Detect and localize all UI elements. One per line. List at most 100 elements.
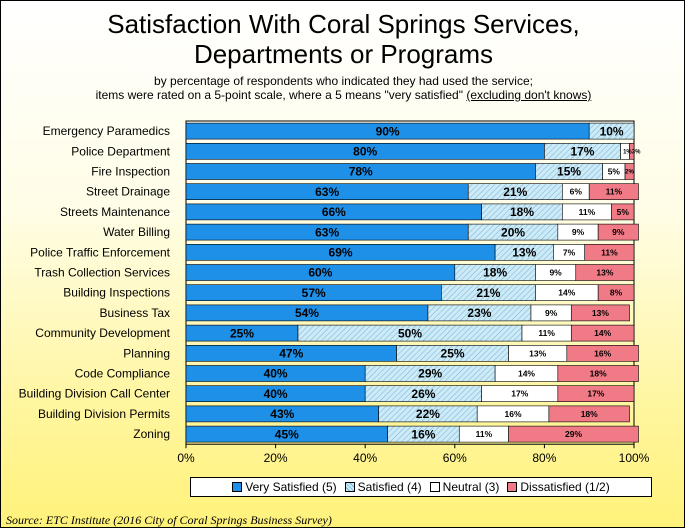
bar-segment: [588, 183, 639, 200]
chart-legend: Very Satisfied (5) Satisfied (4) Neutral (…: [190, 477, 652, 497]
x-tick-label: 80%: [532, 451, 556, 465]
data-label: 9%: [545, 308, 558, 318]
data-label: 66%: [322, 205, 346, 219]
data-label: 80%: [353, 145, 377, 159]
data-label: 2%: [625, 170, 634, 176]
data-label: 18%: [581, 409, 598, 419]
plot-area: [185, 120, 635, 445]
data-label: 63%: [315, 225, 339, 239]
bar-segment: [588, 122, 635, 140]
data-label: 25%: [441, 347, 465, 361]
legend-swatch: [429, 482, 440, 492]
data-label: 14%: [558, 288, 575, 298]
data-label: 11%: [601, 247, 618, 257]
bar-segment: [624, 163, 635, 180]
bar-segment: [629, 143, 635, 160]
category-label: Code Compliance: [75, 367, 171, 381]
data-label: 13%: [592, 308, 609, 318]
bar-segment: [597, 284, 635, 302]
x-tick-label: 20%: [264, 451, 288, 465]
data-label: 11%: [476, 429, 493, 439]
data-label: 8%: [610, 288, 623, 298]
category-label: Street Drainage: [86, 185, 170, 199]
chart-title-line-1: Satisfaction With Coral Springs Services…: [107, 9, 580, 39]
legend-label: Neutral (3): [442, 480, 500, 494]
data-label: 40%: [264, 387, 288, 401]
category-label: Zoning: [133, 427, 170, 441]
bar-segment: [557, 365, 639, 382]
x-tick-label: 0%: [177, 451, 195, 465]
legend-label: Dissatisfied (1/2): [520, 480, 610, 494]
data-label: 18%: [510, 205, 534, 219]
data-label: 14%: [518, 368, 535, 378]
chart-subtitle-text: items were rated on a 5-point scale, whe…: [95, 88, 463, 102]
data-label: 13%: [529, 348, 546, 358]
bar-segment: [508, 425, 639, 443]
category-label: Emergency Paramedics: [43, 124, 170, 138]
data-label: 15%: [557, 165, 581, 179]
data-label: 47%: [279, 347, 303, 361]
legend-item: Dissatisfied (1/2): [507, 480, 610, 494]
data-label: 21%: [476, 286, 500, 300]
category-label: Planning: [123, 346, 170, 360]
bar-segment: [557, 385, 635, 403]
data-label: 5%: [608, 166, 621, 176]
x-tick-label: 60%: [443, 451, 467, 465]
category-label: Building Division Permits: [38, 407, 170, 421]
data-label: 40%: [264, 367, 288, 381]
category-label: Police Department: [71, 144, 170, 158]
category-label: Building Division Call Center: [19, 387, 170, 401]
data-label: 54%: [295, 306, 319, 320]
data-label: 25%: [230, 326, 254, 340]
category-label: Streets Maintenance: [60, 205, 170, 219]
legend-item: Very Satisfied (5): [232, 480, 337, 494]
legend-item: Satisfied (4): [344, 480, 422, 494]
data-label: 18%: [590, 368, 607, 378]
data-label: 45%: [275, 427, 299, 441]
chart-source: Source: ETC Institute (2016 City of Cora…: [6, 513, 332, 527]
data-label: 29%: [565, 429, 582, 439]
data-label: 11%: [579, 207, 596, 217]
data-label: 17%: [570, 145, 594, 159]
category-label: Trash Collection Services: [34, 266, 170, 280]
data-label: 17%: [511, 389, 528, 399]
data-label: 21%: [503, 185, 527, 199]
data-label: 18%: [483, 266, 507, 280]
data-label: 16%: [594, 348, 611, 358]
bar-segment: [566, 344, 639, 362]
legend-label: Satisfied (4): [357, 480, 422, 494]
data-label: 9%: [612, 227, 625, 237]
legend-label: Very Satisfied (5): [245, 480, 337, 494]
data-label: 16%: [505, 409, 522, 419]
legend-swatch: [344, 482, 355, 492]
chart-subtitle-line-1: by percentage of respondents who indicat…: [154, 74, 533, 88]
chart-subtitle-line-2: items were rated on a 5-point scale, whe…: [1, 88, 685, 102]
bar-segment: [548, 405, 630, 423]
category-label: Fire Inspection: [91, 165, 170, 179]
data-label: 6%: [570, 187, 583, 197]
category-label: Building Inspections: [63, 286, 170, 300]
category-label: Water Billing: [103, 225, 170, 239]
data-label: 23%: [467, 306, 491, 320]
data-label: 7%: [563, 247, 576, 257]
x-tick-label: 100%: [619, 451, 650, 465]
chart-subtitle-note: (excluding don't knows): [466, 88, 592, 102]
legend-item: Neutral (3): [429, 480, 500, 494]
data-label: 78%: [349, 165, 373, 179]
bar-segment: [570, 304, 630, 322]
bar-segment: [597, 223, 639, 241]
data-label: 11%: [606, 187, 623, 197]
data-label: 16%: [411, 427, 435, 441]
data-label: 20%: [501, 225, 525, 239]
data-label: 5%: [617, 207, 630, 217]
data-label: 29%: [418, 367, 442, 381]
bar-segment: [611, 203, 635, 221]
category-label: Police Traffic Enforcement: [30, 245, 171, 259]
data-label: 60%: [308, 266, 332, 280]
data-label: 9%: [549, 267, 562, 277]
data-label: 1%3%: [623, 149, 641, 155]
data-label: 17%: [587, 389, 604, 399]
bar-segment: [570, 324, 635, 342]
data-label: 26%: [411, 387, 435, 401]
